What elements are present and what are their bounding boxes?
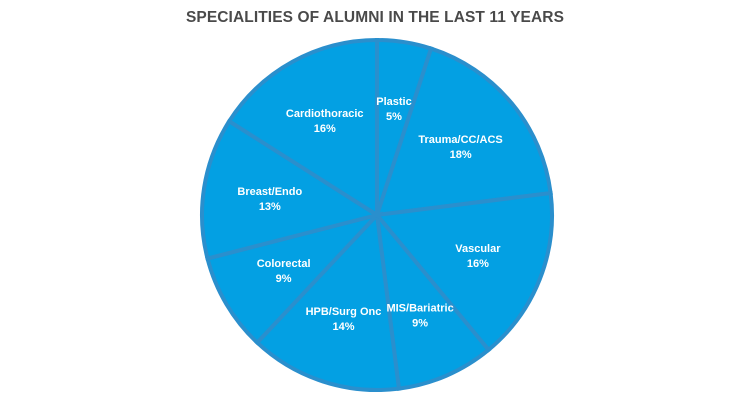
- pie-labels: Plastic 5% Trauma/CC/ACS 18% Vascular 16% MIS/…: [237, 96, 502, 333]
- slice-label: HPB/Surg Onc: [306, 306, 382, 318]
- pie-slice-cardiothoracic: [226, 37, 379, 219]
- pie-slice-hpb-surg-onc: [254, 210, 402, 392]
- pie-slice-vascular: [373, 190, 554, 353]
- slice-percent-label: 16%: [467, 258, 489, 270]
- slice-label: MIS/Bariatric: [386, 303, 453, 315]
- slice-percent-label: 13%: [259, 201, 281, 213]
- chart-title: SPECIALITIES OF ALUMNI IN THE LAST 11 YE…: [185, 9, 565, 26]
- slice-label: Cardiothoracic: [286, 108, 364, 120]
- slice-percent-label: 18%: [450, 149, 472, 161]
- slice-label: Colorectal: [257, 258, 311, 270]
- slice-label: Breast/Endo: [237, 186, 302, 198]
- slice-percent-label: 16%: [314, 123, 336, 135]
- pie-slice-trauma-cc-acs: [374, 46, 553, 218]
- slice-percent-label: 14%: [332, 321, 354, 333]
- slice-label: Plastic: [376, 96, 411, 108]
- slice-percent-label: 9%: [276, 273, 292, 285]
- slice-label: Trauma/CC/ACS: [418, 134, 502, 146]
- pie-slices: [200, 37, 554, 392]
- slice-percent-label: 5%: [386, 111, 402, 123]
- pie-slice-breast-endo: [200, 118, 382, 261]
- slice-percent-label: 9%: [412, 318, 428, 330]
- slice-label: Vascular: [455, 243, 501, 255]
